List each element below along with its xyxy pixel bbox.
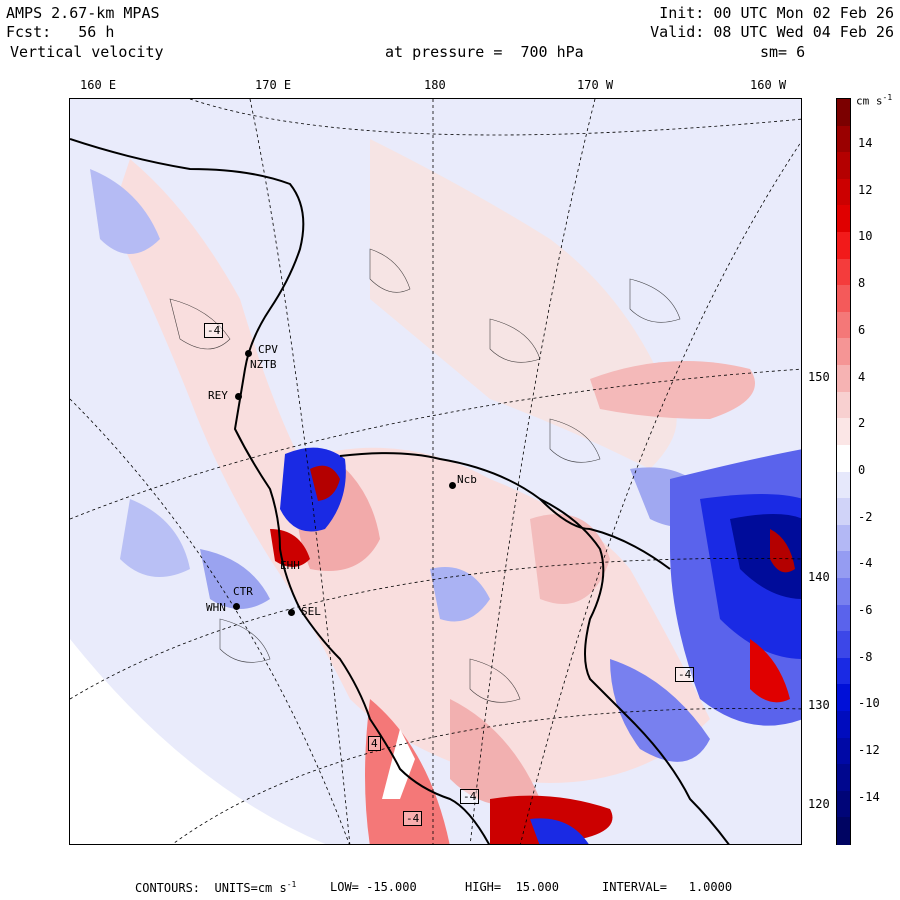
contour-label-box: 4 bbox=[368, 736, 381, 751]
colorbar-segment bbox=[837, 471, 850, 499]
contour-label-box: -4 bbox=[675, 667, 695, 682]
colorbar-tick-label: -8 bbox=[858, 649, 873, 664]
lon-label-160e: 160 E bbox=[80, 78, 117, 92]
contour-label-box: -4 bbox=[403, 811, 423, 826]
colorbar-units: cm s-1 bbox=[856, 93, 893, 108]
colorbar-segment bbox=[837, 285, 850, 313]
colorbar-segment bbox=[837, 152, 850, 180]
footer-high: HIGH= 15.000 bbox=[465, 880, 559, 894]
colorbar-segment bbox=[837, 418, 850, 446]
colorbar-tick-label: -10 bbox=[858, 696, 880, 711]
station-dot-sel bbox=[288, 609, 295, 616]
colorbar-segment bbox=[837, 125, 850, 153]
footer-low: LOW= -15.000 bbox=[330, 880, 417, 894]
colorbar-segment bbox=[837, 710, 850, 739]
colorbar-segment bbox=[837, 391, 850, 419]
map-panel: CPV NZTB REY WHN CTR SEL EHH Ncb -4 4 -4… bbox=[69, 98, 802, 845]
colorbar-segment bbox=[837, 99, 850, 127]
station-ncb: Ncb bbox=[457, 473, 477, 486]
lon-label-170e: 170 E bbox=[255, 78, 292, 92]
colorbar-segment bbox=[837, 551, 850, 579]
colorbar-segment bbox=[837, 311, 850, 340]
colorbar-tick-label: -12 bbox=[858, 743, 880, 758]
colorbar-tick-label: 4 bbox=[858, 369, 866, 384]
colorbar-segment bbox=[837, 604, 850, 632]
pressure-level: at pressure = 700 hPa bbox=[385, 43, 584, 61]
colorbar-segment bbox=[837, 498, 850, 526]
station-dot-cpv bbox=[245, 350, 252, 357]
station-dot-ncb bbox=[449, 482, 456, 489]
colorbar-segment bbox=[837, 737, 850, 765]
colorbar-tick-label: -6 bbox=[858, 603, 873, 617]
contour-label-box: -4 bbox=[204, 323, 224, 338]
field-name: Vertical velocity bbox=[10, 43, 164, 61]
valid-time: Valid: 08 UTC Wed 04 Feb 26 bbox=[650, 23, 894, 41]
colorbar-segment bbox=[837, 657, 850, 685]
fcst-label: Fcst: bbox=[6, 23, 52, 41]
station-ctr: CTR bbox=[233, 585, 253, 598]
colorbar-segment bbox=[837, 524, 850, 552]
colorbar-segment bbox=[837, 764, 850, 792]
colorbar-tick-label: -2 bbox=[858, 509, 873, 524]
colorbar-segment bbox=[837, 444, 850, 473]
footer-contours: CONTOURS: UNITS=cm s-1 bbox=[135, 880, 297, 895]
lon-label-160w: 160 W bbox=[750, 78, 787, 92]
station-dot-whn bbox=[233, 603, 240, 610]
colorbar-segment bbox=[837, 178, 850, 207]
colorbar-segment bbox=[837, 232, 850, 260]
colorbar-segment bbox=[837, 790, 850, 818]
colorbar-segment bbox=[837, 631, 850, 659]
station-rey: REY bbox=[208, 389, 228, 402]
station-dot-rey bbox=[235, 393, 242, 400]
colorbar-tick-label: 12 bbox=[858, 182, 873, 197]
colorbar-tick-label: 0 bbox=[858, 462, 866, 477]
smoothing: sm= 6 bbox=[760, 43, 806, 61]
colorbar-segment bbox=[837, 365, 850, 393]
colorbar-tick-label: 2 bbox=[858, 416, 866, 431]
colorbar-segment bbox=[837, 258, 850, 286]
colorbar-tick-label: 10 bbox=[858, 229, 873, 244]
station-cpv: CPV bbox=[258, 343, 278, 356]
colorbar-segment bbox=[837, 577, 850, 606]
lon-label-170w: 170 W bbox=[577, 78, 614, 92]
colorbar-tick-label: -14 bbox=[858, 789, 880, 804]
footer-interval: INTERVAL= 1.0000 bbox=[602, 880, 733, 894]
colorbar-tick-label: 14 bbox=[858, 136, 873, 150]
forecast-hour: Fcst: 56 h bbox=[6, 23, 114, 41]
colorbar bbox=[836, 98, 851, 845]
contour-label-box: -4 bbox=[460, 789, 480, 804]
vertical-velocity-map bbox=[70, 99, 801, 844]
colorbar-tick-label: -4 bbox=[858, 556, 873, 571]
colorbar-segment bbox=[837, 817, 850, 845]
station-whn: WHN bbox=[206, 601, 226, 614]
init-time: Init: 00 UTC Mon 02 Feb 26 bbox=[659, 4, 894, 22]
colorbar-tick-label: 8 bbox=[858, 276, 866, 291]
colorbar-segment bbox=[837, 684, 850, 712]
station-nztb: NZTB bbox=[250, 358, 277, 371]
colorbar-tick-label: 6 bbox=[858, 322, 866, 337]
colorbar-segment bbox=[837, 338, 850, 366]
colorbar-segment bbox=[837, 205, 850, 233]
station-sel: SEL bbox=[301, 605, 321, 618]
lon-label-180: 180 bbox=[424, 78, 446, 92]
model-title: AMPS 2.67-km MPAS bbox=[6, 4, 160, 22]
station-ehh: EHH bbox=[280, 559, 300, 572]
fcst-value: 56 h bbox=[78, 23, 115, 41]
